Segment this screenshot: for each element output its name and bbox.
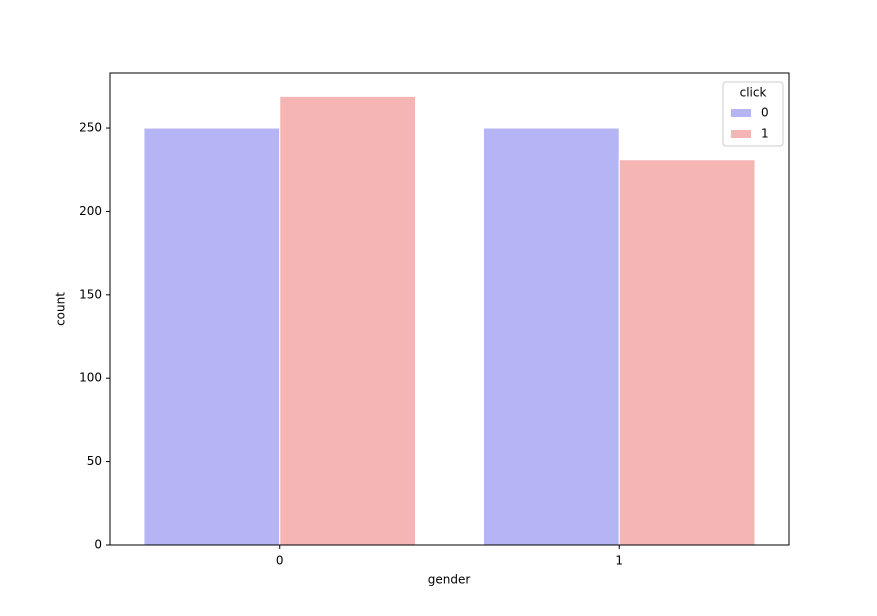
x-tick-label: 0 [276, 554, 284, 568]
legend-swatch [731, 130, 751, 138]
y-tick-label: 250 [79, 121, 102, 135]
y-axis-label: count [54, 292, 68, 326]
legend-label: 0 [761, 106, 769, 120]
legend-title: click [740, 86, 767, 100]
y-tick-label: 0 [94, 538, 102, 552]
legend-swatch [731, 109, 751, 117]
y-tick-label: 200 [79, 204, 102, 218]
bar [618, 159, 756, 546]
bar [279, 95, 417, 546]
x-axis-label: gender [428, 573, 471, 587]
bar [143, 127, 281, 546]
y-tick-label: 100 [79, 371, 102, 385]
x-tick-label: 1 [615, 554, 623, 568]
legend-label: 1 [761, 127, 769, 141]
y-tick-label: 150 [79, 287, 102, 301]
y-tick-label: 50 [87, 454, 102, 468]
bar [482, 127, 620, 546]
plot-frame [109, 72, 790, 546]
